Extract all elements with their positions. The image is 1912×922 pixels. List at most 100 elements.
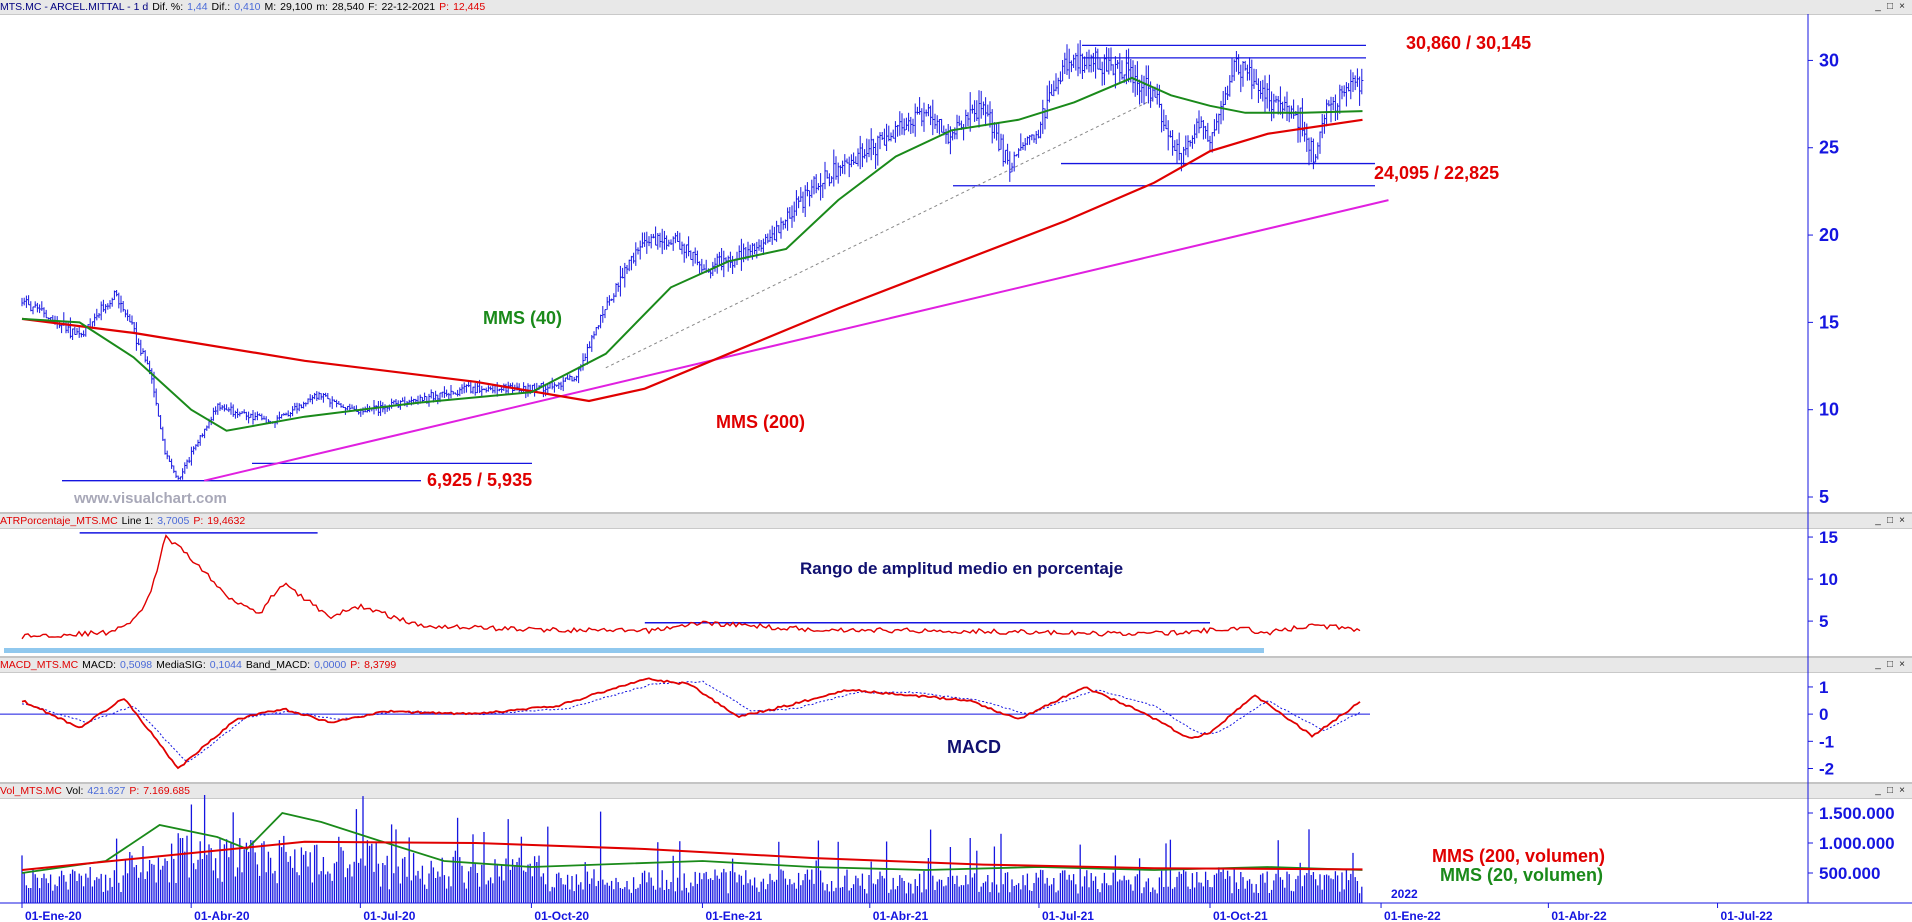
maximize-icon[interactable]: □ (1886, 785, 1894, 796)
y-tick-label: -2 (1819, 759, 1834, 778)
x-tick-label: 01-Jul-21 (1042, 909, 1094, 922)
min-value: 28,540 (331, 1, 365, 13)
vol-mms200-label: MMS (200, volumen) (1432, 846, 1605, 866)
volume-mms20-line (21, 812, 1363, 874)
maximize-icon[interactable]: □ (1886, 659, 1894, 670)
x-tick-label: 01-Abr-21 (873, 909, 929, 922)
vol-label: Vol: (65, 785, 84, 797)
trendline (203, 199, 1389, 482)
y-tick-label: 10 (1819, 400, 1839, 420)
minimize-icon[interactable]: _ (1875, 659, 1881, 670)
y-tick-label: 10 (1819, 570, 1838, 589)
y-tick-label: 5 (1819, 487, 1829, 507)
vol-value: 421.627 (87, 785, 126, 797)
vol-p-label: P: (129, 785, 140, 797)
volume-panel-header: Vol_MTS.MC Vol: 421.627 P: 7.169.685 (0, 784, 1912, 799)
macd-line (21, 677, 1361, 770)
atr-line (21, 534, 1361, 640)
date-label: F: (368, 1, 378, 13)
atr-p-value: 19,4632 (207, 515, 246, 527)
price-panel-header: MTS.MC - ARCEL.MITTAL - 1 d Dif. %: 1,44 Di… (0, 0, 1912, 15)
y-tick-label: 15 (1819, 312, 1839, 332)
atr-highlight-band (4, 648, 1264, 653)
sig-value: 0,1044 (209, 659, 242, 671)
price-panel: 5 10 15 20 25 30 (21, 40, 1839, 507)
atr-line-label: Line 1: (121, 515, 154, 527)
minimize-icon[interactable]: _ (1875, 1, 1881, 12)
macd-label: MACD: (82, 659, 117, 671)
y-tick-label: 1.500.000 (1819, 804, 1895, 823)
maximize-icon[interactable]: □ (1886, 1, 1894, 12)
min-label: m: (316, 1, 328, 13)
watermark: www.visualchart.com (73, 490, 227, 507)
dif-value: 0,410 (234, 1, 261, 13)
max-value: 29,100 (280, 1, 313, 13)
atr-panel-header: ATRPorcentaje_MTS.MC Line 1: 3,7005 P: 19,46… (0, 514, 1912, 529)
macd-name: MACD_MTS.MC (0, 659, 79, 671)
x-tick-label: 01-Ene-21 (705, 909, 762, 922)
x-tick-label: 01-Jul-20 (363, 909, 415, 922)
y-tick-label: 0 (1819, 705, 1828, 724)
minimize-icon[interactable]: _ (1875, 785, 1881, 796)
close-icon[interactable]: × (1899, 785, 1905, 796)
volume-panel: 500.000 1.000.000 1.500.000 (21, 795, 1895, 903)
year-label: 2022 (1391, 887, 1418, 901)
mms40-label: MMS (40) (483, 308, 562, 328)
x-tick-label: 01-Abr-20 (194, 909, 250, 922)
mms200-label: MMS (200) (716, 412, 805, 432)
symbol-label: MTS.MC - ARCEL.MITTAL - 1 d (0, 1, 149, 13)
band-value: 0,0000 (314, 659, 347, 671)
minimize-icon[interactable]: _ (1875, 515, 1881, 526)
y-tick-label: 20 (1819, 225, 1839, 245)
y-tick-label: 1 (1819, 678, 1828, 697)
low-levels-label: 6,925 / 5,935 (427, 470, 532, 490)
y-tick-label: 5 (1819, 612, 1828, 631)
top-levels-label: 30,860 / 30,145 (1406, 33, 1531, 53)
y-tick-label: 500.000 (1819, 864, 1880, 883)
macd-panel: -2 -1 0 1 (0, 677, 1834, 778)
vol-mms20-label: MMS (20, volumen) (1440, 865, 1603, 885)
mms40-line (21, 76, 1363, 432)
sig-label: MediaSIG: (156, 659, 206, 671)
macd-p-value: 8,3799 (364, 659, 397, 671)
dif-label: Dif.: (211, 1, 231, 13)
vol-p-value: 7.169.685 (143, 785, 190, 797)
date-value: 22-12-2021 (381, 1, 436, 13)
y-tick-label: 15 (1819, 528, 1838, 547)
x-tick-label: 01-Abr-22 (1551, 909, 1607, 922)
volume-mms200-line (21, 840, 1363, 871)
atr-title: Rango de amplitud medio en porcentaje (800, 559, 1123, 578)
x-tick-label: 01-Oct-21 (1213, 909, 1268, 922)
y-tick-label: 25 (1819, 138, 1839, 158)
band-label: Band_MACD: (245, 659, 311, 671)
y-tick-label: 30 (1819, 50, 1839, 70)
close-icon[interactable]: × (1899, 515, 1905, 526)
y-tick-label: 1.000.000 (1819, 834, 1895, 853)
dif-pct-value: 1,44 (187, 1, 208, 13)
price-value: 12,445 (453, 1, 486, 13)
macd-panel-header: MACD_MTS.MC MACD: 0,5098 MediaSIG: 0,1044 Ban… (0, 658, 1912, 673)
price-label: P: (439, 1, 450, 13)
x-tick-label: 01-Jul-22 (1721, 909, 1773, 922)
mid-levels-label: 24,095 / 22,825 (1374, 163, 1499, 183)
atr-p-label: P: (193, 515, 204, 527)
atr-name: ATRPorcentaje_MTS.MC (0, 515, 118, 527)
max-label: M: (264, 1, 277, 13)
dif-pct-label: Dif. %: (152, 1, 184, 13)
macd-value: 0,5098 (120, 659, 153, 671)
close-icon[interactable]: × (1899, 659, 1905, 670)
x-tick-label: 01-Oct-20 (534, 909, 589, 922)
x-tick-label: 01-Ene-22 (1384, 909, 1441, 922)
atr-panel: 5 10 15 (4, 528, 1838, 653)
macd-p-label: P: (350, 659, 361, 671)
y-tick-label: -1 (1819, 732, 1834, 751)
macd-title: MACD (947, 737, 1001, 757)
vol-name: Vol_MTS.MC (0, 785, 62, 797)
close-icon[interactable]: × (1899, 1, 1905, 12)
x-tick-label: 01-Ene-20 (25, 909, 82, 922)
maximize-icon[interactable]: □ (1886, 515, 1894, 526)
x-axis: 01-Ene-20 01-Abr-20 01-Jul-20 01-Oct-20 01-E… (21, 903, 1773, 922)
atr-line-value: 3,7005 (157, 515, 190, 527)
mms200-line (21, 118, 1363, 403)
